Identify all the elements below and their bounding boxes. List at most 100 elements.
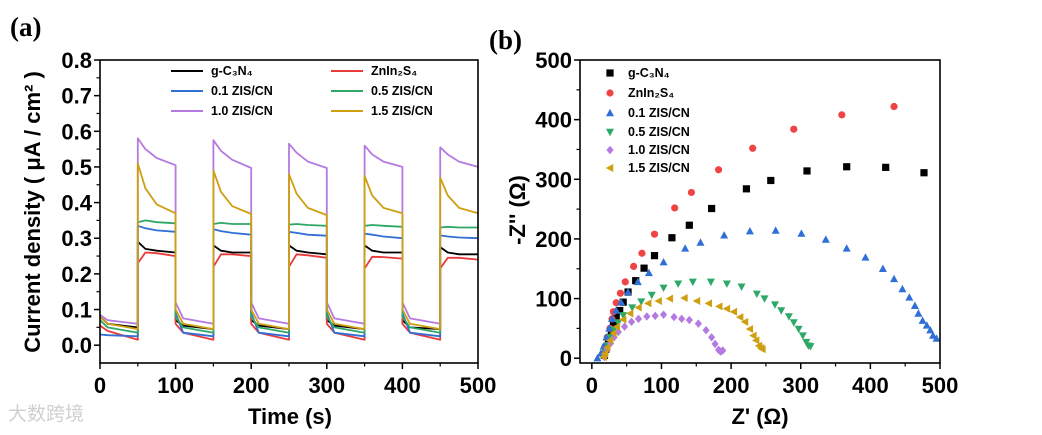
data-point (627, 317, 636, 327)
data-point (794, 325, 803, 334)
data-point (680, 293, 688, 302)
legend-marker-circle (606, 89, 614, 97)
data-point (861, 253, 870, 261)
legend-label: 0.5 ZIS/CN (628, 125, 690, 139)
y-tick-label: 0.4 (61, 191, 92, 216)
series-line-1.5-ZIS-CN (99, 162, 479, 330)
data-point (771, 226, 780, 234)
y-tick-label: 100 (535, 287, 572, 312)
legend-label: 1.0 ZIS/CN (211, 104, 273, 118)
data-point (890, 274, 899, 283)
legend-marker-triangle-left (605, 164, 614, 172)
data-point (758, 345, 766, 354)
series-0.1-ZIS-CN (593, 226, 941, 362)
x-tick-label: 400 (384, 373, 421, 398)
data-point (659, 284, 668, 293)
data-point (918, 316, 927, 324)
y-tick-label: 0.0 (61, 333, 92, 358)
data-point (670, 312, 678, 322)
data-point (617, 297, 626, 306)
data-point (905, 293, 914, 301)
data-point (612, 306, 621, 314)
data-point (770, 301, 779, 309)
data-point (650, 252, 659, 260)
data-point (634, 303, 642, 312)
data-point (630, 262, 638, 270)
x-tick-label: 500 (922, 373, 959, 398)
panel-a-x-axis-title: Time (s) (248, 404, 332, 429)
panel-b-series-markers (593, 102, 941, 362)
data-point (647, 291, 656, 300)
data-point (737, 283, 746, 291)
data-point (643, 312, 651, 321)
data-point (760, 295, 769, 303)
y-tick-label: 200 (535, 227, 572, 252)
data-point (616, 306, 624, 315)
data-point (749, 331, 757, 340)
legend-label: 1.5 ZIS/CN (628, 161, 690, 175)
series-g-C-N- (600, 163, 928, 359)
data-point (797, 229, 806, 237)
panel-b-label: (b) (489, 25, 522, 55)
series-line-1.0-ZIS-CN (99, 137, 479, 325)
data-point (671, 204, 679, 212)
data-point (602, 333, 611, 341)
x-tick-label: 400 (852, 373, 889, 398)
data-point (608, 314, 617, 323)
data-point (767, 176, 775, 185)
data-point (752, 290, 761, 299)
data-point (806, 343, 815, 351)
data-point (745, 325, 754, 334)
panel-b-legend: g-C₃N₄ ZnIn₂S₄ 0.1 ZIS/CN 0.5 ZIS/CN 1.0 ZIS… (605, 66, 690, 175)
data-point (735, 313, 744, 322)
legend-marker-triangle-down (606, 128, 614, 137)
data-point (878, 264, 887, 272)
data-point (621, 278, 629, 286)
data-point (687, 188, 696, 197)
data-point (719, 346, 727, 355)
data-point (593, 354, 602, 362)
data-point (640, 264, 648, 272)
data-point (688, 278, 697, 287)
data-point (882, 163, 890, 171)
data-point (651, 311, 659, 321)
data-point (618, 315, 627, 324)
y-tick-label: 0 (560, 346, 572, 371)
data-point (722, 280, 731, 288)
panel-a-series-lines (99, 137, 479, 341)
data-point (842, 244, 851, 252)
data-point (674, 280, 683, 288)
data-point (650, 230, 659, 238)
legend-label: 1.5 ZIS/CN (371, 104, 433, 118)
x-tick-label: 300 (782, 373, 819, 398)
legend-marker-diamond (606, 145, 614, 155)
y-tick-label: 0.6 (61, 119, 92, 144)
data-point (789, 319, 798, 327)
data-point (784, 313, 793, 321)
legend-label: 0.1 ZIS/CN (211, 84, 273, 98)
data-point (602, 343, 611, 352)
legend-label: 1.0 ZIS/CN (628, 143, 690, 157)
data-point (929, 331, 938, 339)
data-point (692, 296, 701, 305)
panel-a-legend: g-C₃N₄ ZnIn₂S₄ 0.1 ZIS/CN 0.5 ZIS/CN 1.0 ZIS… (171, 64, 433, 118)
data-point (628, 304, 637, 312)
data-point (777, 307, 786, 315)
data-point (678, 314, 686, 324)
x-tick-label: 0 (586, 373, 598, 398)
y-tick-label: 300 (535, 167, 572, 192)
data-point (612, 313, 620, 321)
data-point (637, 298, 646, 306)
data-point (749, 144, 757, 152)
watermark-logo: 大数跨境 (8, 403, 84, 425)
panel-b-y-axis-title: -Z'' (Ω) (505, 175, 530, 245)
data-point (616, 289, 624, 297)
data-point (751, 336, 760, 345)
data-point (644, 268, 653, 277)
data-point (638, 249, 646, 257)
data-point (910, 301, 919, 309)
data-point (790, 125, 798, 133)
data-point (821, 235, 830, 243)
